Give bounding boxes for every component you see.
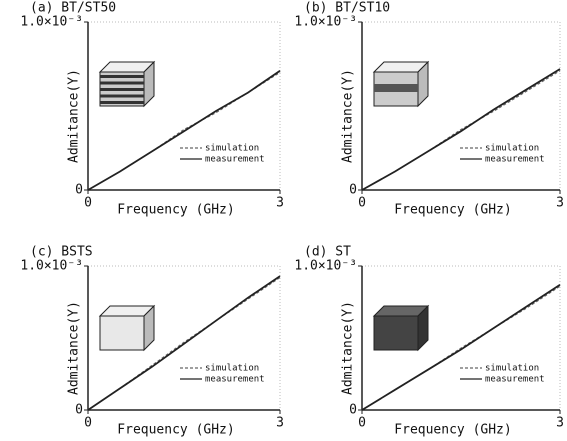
x-tick-label: 3 <box>556 416 564 431</box>
x-tick-label: 3 <box>276 196 284 211</box>
legend-label: simulation <box>485 144 539 154</box>
cube-layer <box>100 82 144 85</box>
y-tick-label: 1.0×10⁻³ <box>20 15 83 30</box>
legend-label: measurement <box>485 155 545 165</box>
y-axis-label: Admitance(Y) <box>67 69 82 163</box>
legend-label: measurement <box>205 155 265 165</box>
legend-label: simulation <box>205 364 259 374</box>
y-tick-label: 0 <box>349 183 357 198</box>
legend-label: simulation <box>485 364 539 374</box>
x-tick-label: 0 <box>358 416 366 431</box>
y-axis-label: Admitance(Y) <box>341 301 356 395</box>
y-axis-label: Admitance(Y) <box>341 69 356 163</box>
x-tick-label: 3 <box>556 196 564 211</box>
x-axis-label: Frequency (GHz) <box>394 203 511 218</box>
x-tick-label: 0 <box>84 416 92 431</box>
y-tick-label: 1.0×10⁻³ <box>294 259 357 274</box>
cube-layer <box>100 75 144 78</box>
figure: (a) BT/ST50 0 1.0×10⁻³ 0 3 Frequency (GHz) Adm… <box>0 0 567 441</box>
legend-label: simulation <box>205 144 259 154</box>
cube-layer <box>100 88 144 91</box>
cube-front <box>100 316 144 350</box>
legend-label: measurement <box>205 375 265 385</box>
panel-title: (c) BSTS <box>30 245 93 260</box>
panel-title: (a) BT/ST50 <box>30 1 116 16</box>
panel-title: (d) ST <box>304 245 351 260</box>
cube-layer <box>100 95 144 98</box>
x-tick-label: 3 <box>276 416 284 431</box>
panel-title: (b) BT/ST10 <box>304 1 390 16</box>
y-tick-label: 0 <box>349 403 357 418</box>
x-axis-label: Frequency (GHz) <box>117 423 234 438</box>
cube-layer <box>100 101 144 104</box>
y-tick-label: 1.0×10⁻³ <box>20 259 83 274</box>
cube-band <box>374 84 418 92</box>
x-tick-label: 0 <box>84 196 92 211</box>
legend-label: measurement <box>485 375 545 385</box>
x-tick-label: 0 <box>358 196 366 211</box>
y-tick-label: 0 <box>75 403 83 418</box>
y-tick-label: 1.0×10⁻³ <box>294 15 357 30</box>
cube-front <box>374 316 418 350</box>
y-tick-label: 0 <box>75 183 83 198</box>
y-axis-label: Admitance(Y) <box>67 301 82 395</box>
x-axis-label: Frequency (GHz) <box>117 203 234 218</box>
x-axis-label: Frequency (GHz) <box>394 423 511 438</box>
